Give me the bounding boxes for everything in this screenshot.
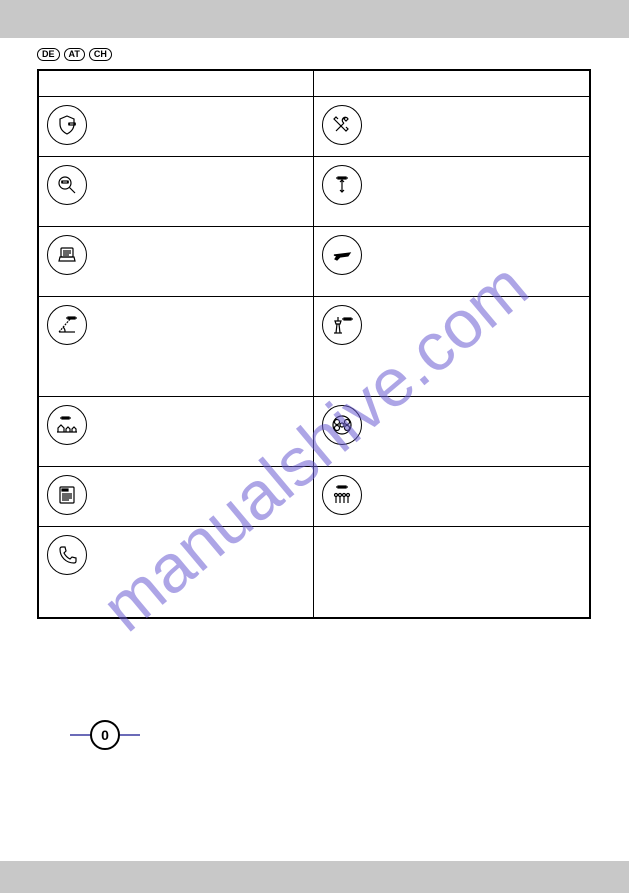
- shield-drone-icon: [47, 105, 87, 145]
- airplane-icon: [322, 235, 362, 275]
- table-row: [39, 97, 589, 157]
- cell: [314, 397, 589, 466]
- cell: [39, 227, 314, 296]
- drone-crowd-icon: [322, 475, 362, 515]
- drone-altitude-icon: [322, 165, 362, 205]
- header-cell-right: [314, 71, 589, 96]
- control-tower-icon: [322, 305, 362, 345]
- page-line-right: [118, 734, 140, 736]
- cell: [314, 297, 589, 396]
- page-number-badge: 0: [70, 720, 140, 750]
- drone-angle-icon: [47, 305, 87, 345]
- header-cell-left: [39, 71, 314, 96]
- cell: [39, 527, 314, 617]
- badge-at: AT: [64, 48, 85, 61]
- cell: [314, 157, 589, 226]
- cell: [39, 97, 314, 156]
- top-bar: [0, 0, 629, 38]
- table-row: [39, 297, 589, 397]
- cell: [39, 157, 314, 226]
- drone-list-icon: [47, 475, 87, 515]
- phone-icon: [47, 535, 87, 575]
- drone-houses-icon: [47, 405, 87, 445]
- cell: [39, 297, 314, 396]
- table-row: [39, 227, 589, 297]
- cell: [314, 227, 589, 296]
- page-line-left: [70, 734, 92, 736]
- cell: [314, 97, 589, 156]
- table-row: [39, 527, 589, 617]
- badge-de: DE: [37, 48, 60, 61]
- table-row: [39, 157, 589, 227]
- page-content: DE AT CH: [0, 38, 629, 619]
- table-header-row: [39, 71, 589, 97]
- cell: [39, 397, 314, 466]
- country-badges: DE AT CH: [37, 48, 592, 61]
- table-row: [39, 397, 589, 467]
- cell: [39, 467, 314, 526]
- icon-table: [37, 69, 591, 619]
- cell: [314, 527, 589, 617]
- propeller-guard-icon: [322, 405, 362, 445]
- cell: [314, 467, 589, 526]
- magnifier-drone-icon: [47, 165, 87, 205]
- page-number: 0: [90, 720, 120, 750]
- badge-ch: CH: [89, 48, 112, 61]
- wrench-screwdriver-icon: [322, 105, 362, 145]
- laptop-icon: [47, 235, 87, 275]
- table-row: [39, 467, 589, 527]
- bottom-bar: [0, 861, 629, 893]
